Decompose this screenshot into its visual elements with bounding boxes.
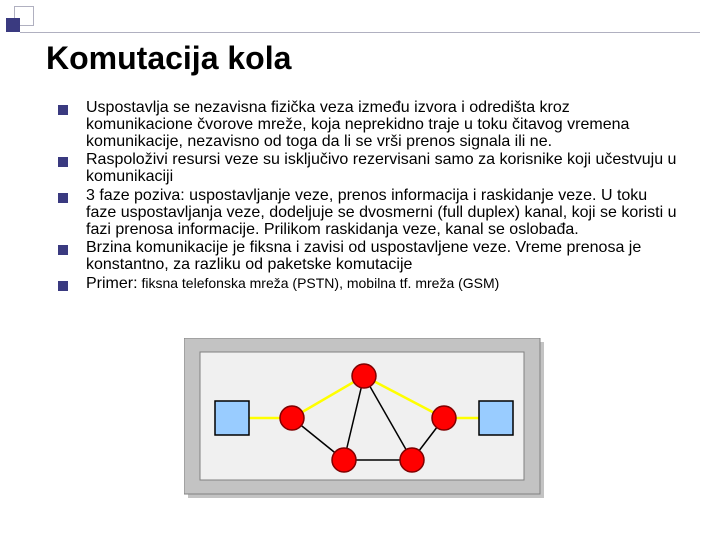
network-diagram-svg bbox=[184, 338, 544, 498]
bullet-text: Primer: fiksna telefonska mreža (PSTN), … bbox=[86, 276, 680, 293]
bullet-marker bbox=[58, 105, 68, 115]
bullet-item: Raspoloživi resursi veze su isključivo r… bbox=[58, 152, 680, 186]
bullet-text: Raspoloživi resursi veze su isključivo r… bbox=[86, 152, 680, 186]
bullet-marker bbox=[58, 157, 68, 167]
bullet-inline-small: fiksna telefonska mreža (PSTN), mobilna … bbox=[138, 275, 500, 291]
bullet-text: Uspostavlja se nezavisna fizička veza iz… bbox=[86, 100, 680, 150]
bullet-item: Uspostavlja se nezavisna fizička veza iz… bbox=[58, 100, 680, 150]
slide-title: Komutacija kola bbox=[46, 40, 291, 77]
bullet-text: 3 faze poziva: uspostavljanje veze, pren… bbox=[86, 188, 680, 238]
decor-square-fill bbox=[6, 18, 20, 32]
bullet-item: Primer: fiksna telefonska mreža (PSTN), … bbox=[58, 276, 680, 293]
bullet-marker bbox=[58, 245, 68, 255]
bullet-text: Brzina komunikacije je fiksna i zavisi o… bbox=[86, 240, 680, 274]
network-diagram bbox=[184, 338, 544, 498]
decor-rule bbox=[20, 32, 700, 33]
bullet-marker bbox=[58, 281, 68, 291]
bullet-item: 3 faze poziva: uspostavljanje veze, pren… bbox=[58, 188, 680, 238]
bullet-item: Brzina komunikacije je fiksna i zavisi o… bbox=[58, 240, 680, 274]
slide: Komutacija kola Uspostavlja se nezavisna… bbox=[0, 0, 720, 540]
bullet-marker bbox=[58, 193, 68, 203]
bullet-list: Uspostavlja se nezavisna fizička veza iz… bbox=[58, 100, 680, 295]
